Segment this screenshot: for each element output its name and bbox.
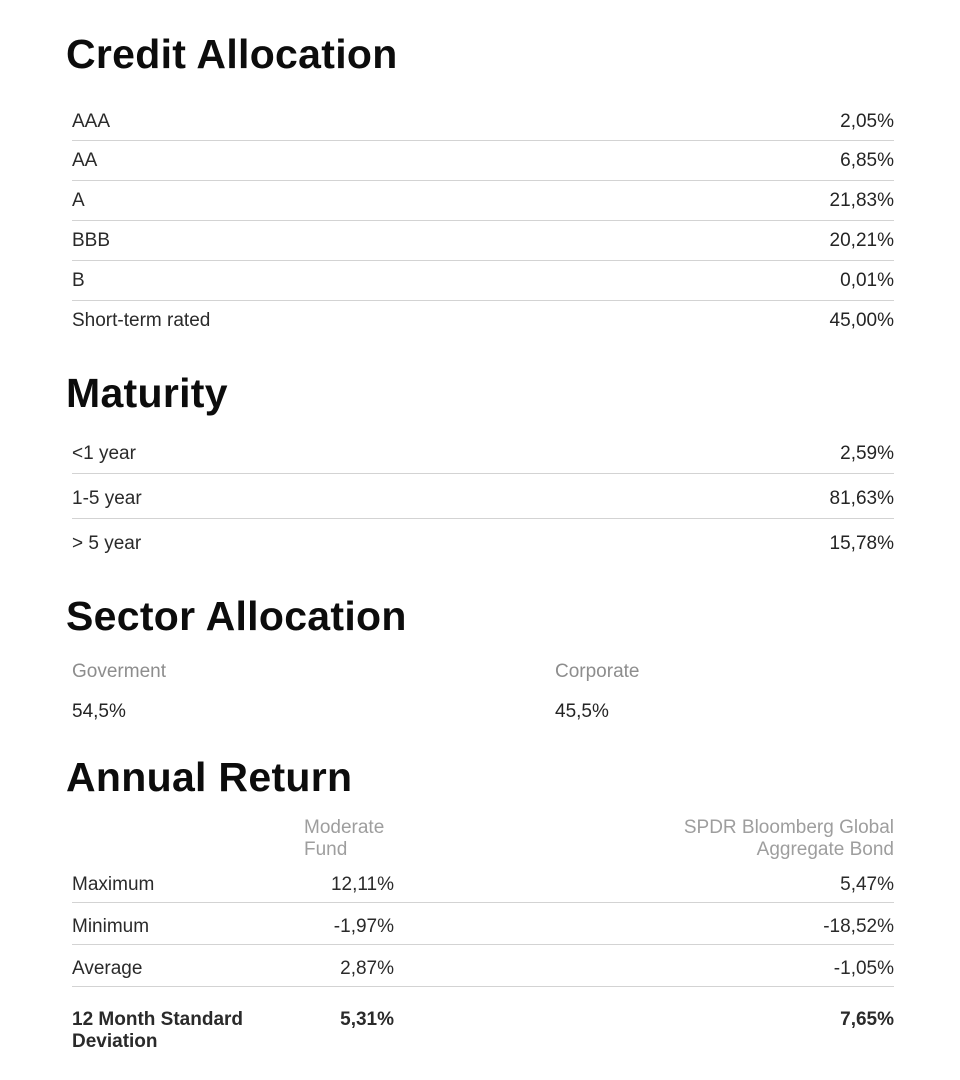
section-title-annual-return: Annual Return [66,754,353,800]
column-header-benchmark-text: SPDR Bloomberg Global Aggregate Bond [683,817,894,860]
sector-label: Corporate [555,661,640,682]
benchmark-value: 7,65% [840,1009,894,1030]
table-row: > 5 year 15,78% [72,519,894,563]
table-row: Average 2,87% -1,05% [72,945,894,987]
column-header-benchmark: SPDR Bloomberg Global Aggregate Bond [394,817,894,861]
annual-return-header-row: Moderate Fund SPDR Bloomberg Global Aggr… [72,811,894,861]
row-value: 6,85% [840,150,894,171]
table-row: Maximum 12,11% 5,47% [72,861,894,903]
fund-value: 2,87% [340,958,394,979]
table-row: Minimum -1,97% -18,52% [72,903,894,945]
sector-value: 54,5% [72,701,126,722]
row-label: > 5 year [72,533,142,554]
section-title-credit-allocation: Credit Allocation [66,31,398,77]
sector-item: Corporate 45,5% [555,660,640,724]
benchmark-value: 5,47% [840,874,894,895]
row-value: 21,83% [829,190,894,211]
row-value: 0,01% [840,270,894,291]
table-row: Short-term rated 45,00% [72,301,894,340]
row-label: Average [72,958,143,979]
fund-value: 12,11% [330,874,394,895]
row-value: 2,59% [840,443,894,464]
section-title-maturity: Maturity [66,370,228,416]
table-row: B 0,01% [72,261,894,301]
table-row: AAA 2,05% [72,98,894,141]
row-label: BBB [72,230,111,251]
table-row: BBB 20,21% [72,221,894,261]
row-value: 2,05% [840,111,894,132]
row-value: 45,00% [829,310,894,331]
row-label: Maximum [72,874,155,895]
sector-label: Goverment [72,661,166,682]
annual-return-table: Moderate Fund SPDR Bloomberg Global Aggr… [72,811,894,1059]
row-label: A [72,190,85,211]
fund-value: 5,31% [340,1009,394,1030]
row-label: <1 year [72,443,136,464]
row-label: Short-term rated [72,310,211,331]
maturity-table: <1 year 2,59% 1-5 year 81,63% > 5 year 1… [72,429,894,563]
benchmark-value: -18,52% [823,916,894,937]
benchmark-value: -1,05% [833,958,894,979]
table-row: A 21,83% [72,181,894,221]
row-value: 81,63% [829,488,894,509]
table-row: AA 6,85% [72,141,894,181]
table-row: 1-5 year 81,63% [72,474,894,519]
credit-allocation-table: AAA 2,05% AA 6,85% A 21,83% BBB 20,21% B… [72,98,894,340]
table-row: 12 Month Standard Deviation 5,31% 7,65% [72,987,894,1059]
fund-value: -1,97% [333,916,394,937]
table-row: <1 year 2,59% [72,429,894,474]
section-title-sector-allocation: Sector Allocation [66,593,407,639]
sector-value: 45,5% [555,701,609,722]
sector-allocation-grid: Goverment 54,5% Corporate 45,5% [72,660,894,724]
column-header-moderate-fund: Moderate Fund [304,817,385,860]
sector-item: Goverment 54,5% [72,660,555,724]
row-value: 20,21% [829,230,894,251]
row-value: 15,78% [829,533,894,554]
row-label: 12 Month Standard Deviation [72,1009,244,1052]
row-label: AAA [72,111,111,132]
row-label: 1-5 year [72,488,142,509]
row-label: AA [72,150,98,171]
row-label: Minimum [72,916,150,937]
row-label: B [72,270,85,291]
